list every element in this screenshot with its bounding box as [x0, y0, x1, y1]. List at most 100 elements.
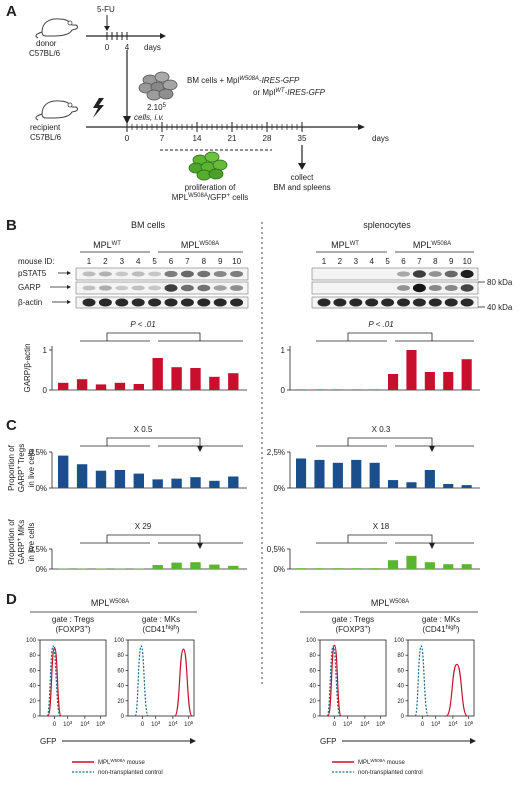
left-mk-fold: X 29: [135, 522, 152, 531]
right-mk-fold-bracket: [316, 534, 474, 549]
panel-label-d: D: [6, 591, 17, 608]
right-treg-hist-gate-sublabel: (FOXP3+): [335, 625, 370, 634]
left-actin-band: [164, 298, 178, 307]
left-mouse-id: 5: [152, 257, 157, 266]
bm-garp-bar: [228, 373, 239, 390]
left-treg-hist-y-tick-label: 80: [29, 653, 36, 659]
spleen-mks-bar: [296, 568, 307, 569]
left-mouse-id: 3: [120, 257, 125, 266]
right-treg-hist: gate : Tregs(FOXP3+) 0 20 40 60 80 100 0 103 104 1…: [306, 615, 387, 728]
left-mk-hist: gate : MKs(CD41high) 0 20 40 60 80 100 0 103 104 1…: [114, 615, 195, 728]
left-legend: MPLW508A mouse non-transplanted control: [72, 758, 163, 776]
dose-label: 2.105: [147, 103, 167, 112]
left-treg-hist-frame: [39, 639, 107, 717]
left-actin-band: [131, 298, 145, 307]
spleen-tregs-y-tick-label: 2,5%: [267, 448, 285, 457]
svg-text:non-transplanted control: non-transplanted control: [98, 770, 163, 776]
right-treg-fold: X 0.3: [372, 425, 391, 434]
spleen-tregs-bar: [406, 482, 417, 488]
bm-garp-bar: [190, 368, 201, 390]
mouse-id-row: 1 1 2 2 3 3 4 4 5 5 6 6 7 7 8 8 9 9 10 10: [87, 257, 472, 266]
bm-garp-y-tick-label: 1: [43, 346, 48, 355]
recipient-day-7: 7: [160, 134, 165, 143]
panel-label-c: C: [6, 417, 17, 434]
left-treg-hist-y-tick-label: 60: [29, 668, 36, 674]
left-gfp-label: GFP: [40, 737, 56, 746]
spleen-mks-bar: [406, 555, 417, 569]
bm-mks-bar: [190, 562, 201, 569]
bm-tregs-bar: [190, 477, 201, 488]
svg-text:Proportion of: Proportion of: [7, 444, 16, 491]
donor-label-1: donor: [36, 39, 57, 48]
left-actin-band: [115, 298, 129, 307]
spleen-garp-bar: [388, 374, 399, 390]
spleen-garp-bar: [296, 389, 307, 390]
bm-garp-chart: 01: [43, 346, 247, 395]
spleen-garp-bar: [443, 372, 454, 390]
western-blots: [75, 267, 479, 309]
band-label-garp: GARP: [18, 283, 41, 292]
left-mk-hist-y-tick-label: 80: [117, 653, 124, 659]
left-garp-band: [197, 284, 211, 292]
left-treg-hist-y-tick-label: 40: [29, 684, 36, 690]
band-label-pstat5: pSTAT5: [18, 269, 47, 278]
spleen-tregs-bar: [443, 483, 454, 488]
band-arrows: [50, 271, 71, 304]
bm-garp-bar: [171, 367, 182, 390]
left-pstat5-band: [180, 270, 194, 278]
spleen-mks-y-tick-label: 0,5%: [267, 545, 285, 554]
transfer-arrowhead: [123, 116, 131, 124]
left-mk-hist-y-tick-label: 0: [121, 714, 125, 720]
bm-tregs-chart: 0% 0,5%: [29, 448, 247, 493]
right-treg-hist-gate-label: gate : Tregs: [332, 615, 374, 624]
left-pvalue-bracket: [106, 332, 201, 341]
svg-text:GARP+ Tregs: GARP+ Tregs: [17, 444, 26, 492]
right-treg-hist-y-tick-label: 80: [309, 653, 316, 659]
right-mk-fold: X 18: [373, 522, 390, 531]
left-pstat5-band: [230, 270, 244, 278]
left-mk-hist-x-tick-label: 103: [151, 720, 161, 728]
left-pstat5-band: [98, 271, 112, 277]
spleen-garp-bar: [314, 389, 325, 390]
right-actin-band: [349, 298, 363, 307]
svg-text:Proportion of: Proportion of: [7, 518, 16, 565]
right-group-wt: MPLWT: [331, 240, 359, 250]
panel-label-a: A: [6, 3, 17, 20]
left-garp-band: [131, 285, 145, 291]
bm-garp-bar: [114, 382, 126, 390]
left-treg-hist-x-tick-label: 103: [63, 720, 73, 728]
right-mouse-id: 2: [338, 257, 343, 266]
spleen-garp-y-tick-label: 1: [281, 346, 286, 355]
bm-tregs-y-tick-label: 0,5%: [29, 448, 47, 457]
recipient-days-label: days: [372, 134, 389, 143]
spleen-tregs-bar: [296, 458, 307, 488]
bm-mks-bar: [152, 565, 163, 569]
right-mk-hist-y-tick-label: 20: [397, 699, 404, 705]
right-mk-hist: gate : MKs(CD41high) 0 20 40 60 80 100 0 103 104 1…: [394, 615, 475, 728]
spleen-garp-bar: [406, 350, 417, 390]
right-actin-band: [412, 298, 426, 307]
right-mouse-id: 9: [449, 257, 454, 266]
right-treg-hist-mouse-curve: [327, 644, 342, 717]
bm-mks-y-tick-label: 0,5%: [29, 545, 47, 554]
garp-ylabel: GARP/β-actin: [23, 343, 32, 392]
spleen-mks-y-tick-label: 0%: [273, 565, 285, 574]
bm-garp-bar: [58, 382, 69, 390]
right-mk-hist-x-tick-label: 105: [464, 720, 474, 728]
spleen-tregs-chart: 0% 2,5%: [267, 448, 480, 493]
left-pstat5-band: [197, 270, 211, 278]
left-mouse-id: 7: [185, 257, 190, 266]
right-mk-hist-y-tick-label: 80: [397, 653, 404, 659]
right-mk-hist-x-tick-label: 0: [421, 722, 425, 728]
band-label-actin: β-actin: [18, 298, 42, 307]
right-pstat5-strip: [311, 267, 479, 281]
collect-label-2: BM and spleens: [273, 183, 330, 192]
mks-ylabel: Proportion of GARP+ MKs in live cells: [7, 518, 36, 565]
bm-tregs-bar: [95, 470, 107, 488]
right-garp-band: [412, 283, 426, 293]
spleen-mks-bar: [351, 568, 362, 569]
left-garp-band: [115, 285, 129, 291]
spleen-mks-bar: [424, 562, 435, 569]
spleen-garp-bar: [332, 389, 343, 390]
